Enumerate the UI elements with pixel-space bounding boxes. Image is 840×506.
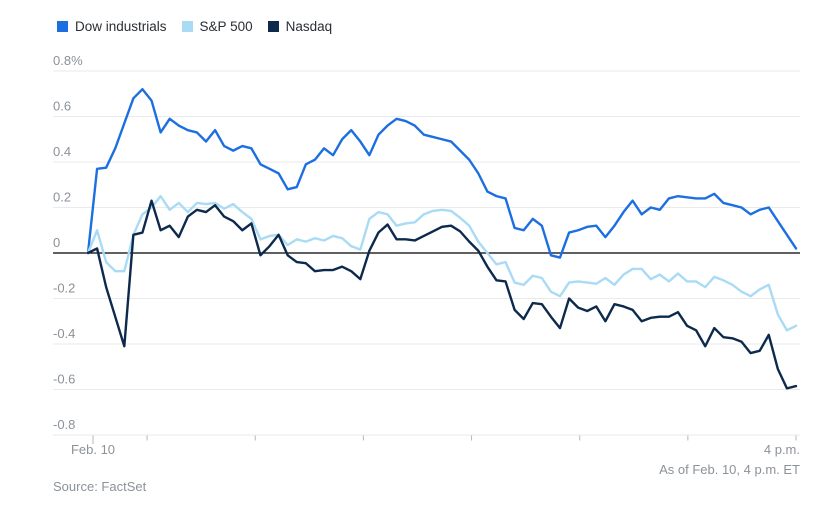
dow-swatch-icon bbox=[57, 21, 68, 32]
y-tick-label: -0.4 bbox=[53, 326, 75, 341]
legend-label-sp500: S&P 500 bbox=[199, 19, 253, 34]
legend-item-dow: Dow industrials bbox=[57, 19, 167, 34]
y-tick-label: -0.6 bbox=[53, 372, 75, 387]
source-credit: Source: FactSet bbox=[53, 479, 147, 494]
legend-label-dow: Dow industrials bbox=[75, 19, 167, 34]
y-tick-label: 0.4 bbox=[53, 144, 71, 159]
nasdaq-swatch-icon bbox=[267, 21, 279, 32]
x-axis-end-label: 4 p.m. bbox=[763, 442, 800, 457]
nasdaq-line bbox=[86, 199, 798, 390]
y-tick-label: 0.2 bbox=[53, 190, 71, 205]
legend-label-nasdaq: Nasdaq bbox=[285, 19, 333, 34]
y-tick-label: 0 bbox=[53, 235, 60, 250]
sp500-line bbox=[86, 194, 798, 332]
y-tick-label: 0.8% bbox=[53, 53, 83, 68]
y-tick-label: 0.6 bbox=[53, 99, 71, 114]
legend-item-nasdaq: Nasdaq bbox=[267, 19, 333, 34]
y-tick-label: -0.8 bbox=[53, 417, 75, 432]
as-of-footnote: As of Feb. 10, 4 p.m. ET bbox=[659, 462, 800, 477]
legend-item-sp500: S&P 500 bbox=[181, 19, 253, 34]
chart-legend: Dow industrials S&P 500 Nasdaq bbox=[57, 19, 347, 34]
dow-line bbox=[86, 87, 798, 259]
y-tick-label: -0.2 bbox=[53, 281, 75, 296]
x-axis-start-label: Feb. 10 bbox=[70, 442, 116, 457]
sp500-swatch-icon bbox=[181, 21, 193, 32]
